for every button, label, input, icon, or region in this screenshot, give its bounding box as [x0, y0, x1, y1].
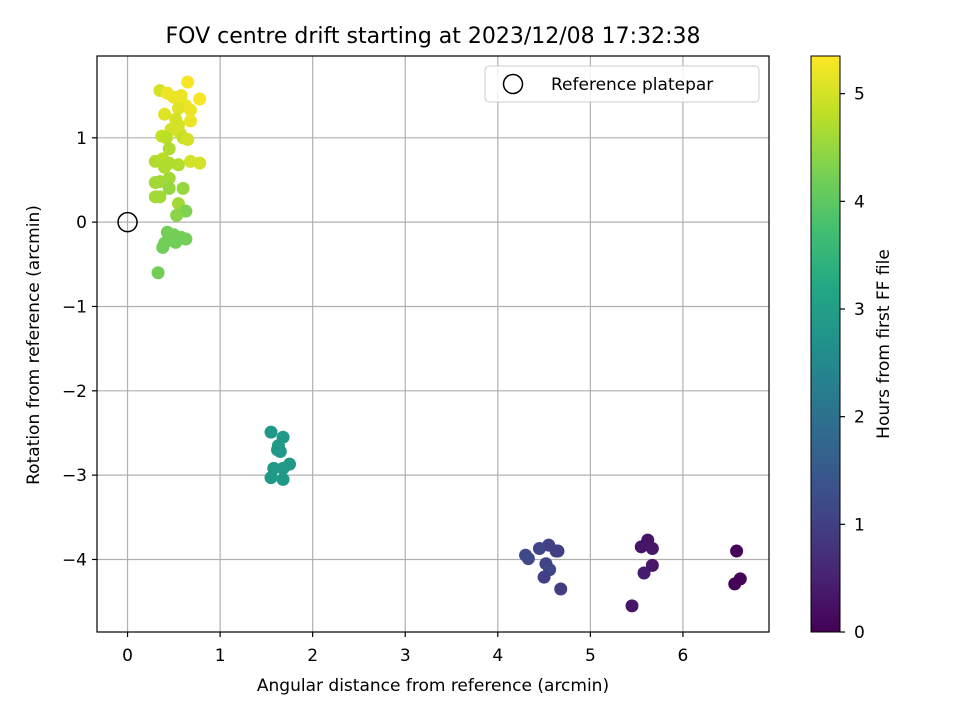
legend: Reference platepar [484, 65, 760, 103]
legend-box [484, 65, 760, 103]
legend-marker-icon [502, 73, 524, 95]
scatter-point [174, 89, 188, 103]
scatter-point [183, 114, 197, 128]
scatter-point [645, 558, 659, 572]
scatter-point [151, 266, 165, 280]
scatter-point [273, 445, 287, 459]
scatter-point [176, 181, 190, 195]
scatter-point [179, 232, 193, 246]
colorbar-label: Hours from first FF file [874, 249, 894, 439]
scatter-point [193, 156, 207, 170]
x-tick-label: 2 [307, 646, 318, 666]
scatter-point [148, 154, 162, 168]
colorbar-tick-label: 5 [854, 85, 865, 105]
x-tick-label: 1 [215, 646, 226, 666]
axes-frame [96, 55, 770, 633]
scatter-point [276, 461, 290, 475]
y-tick-label: 1 [76, 129, 87, 149]
scatter-point [634, 540, 648, 554]
scatter-point [537, 570, 551, 584]
colorbar-gradient [810, 55, 841, 633]
chart-title: FOV centre drift starting at 2023/12/08 … [166, 24, 701, 49]
colorbar-tick-label: 2 [854, 408, 865, 428]
scatter-point [728, 577, 742, 591]
colorbar-tick-label: 0 [854, 623, 865, 643]
scatter-point [162, 142, 176, 156]
scatter-point [637, 566, 651, 580]
scatter-point [156, 240, 170, 254]
scatter-point [551, 544, 565, 558]
y-tick-label: 0 [76, 213, 87, 233]
scatter-point [276, 472, 290, 486]
y-ticks: −4 −3 −2 −1 0 1 [62, 129, 97, 570]
y-tick-label: −4 [62, 550, 87, 570]
scatter-point [181, 75, 195, 89]
scatter-point [170, 208, 184, 222]
scatter-point [158, 107, 172, 121]
y-tick-label: −2 [62, 382, 87, 402]
x-tick-label: 4 [492, 646, 503, 666]
colorbar-tick-label: 1 [854, 515, 865, 535]
x-tick-label: 3 [400, 646, 411, 666]
scatter-point [159, 131, 173, 145]
scatter-point [625, 599, 639, 613]
x-axis-label: Angular distance from reference (arcmin) [257, 676, 609, 696]
scatter-point [193, 92, 207, 106]
scatter-point [171, 158, 185, 172]
colorbar-ticks: 0 1 2 3 4 5 [840, 85, 865, 643]
scatter-point [153, 190, 167, 204]
y-axis-label: Rotation from reference (arcmin) [24, 205, 44, 485]
colorbar: 0 1 2 3 4 5 Hours from first FF file [810, 55, 894, 643]
y-tick-label: −3 [62, 466, 87, 486]
data-points [117, 75, 747, 613]
scatter-point [183, 103, 197, 117]
scatter-point [181, 132, 195, 146]
x-ticks: 0 1 2 3 4 5 6 [122, 632, 688, 666]
x-tick-label: 6 [678, 646, 689, 666]
scatter-point [264, 471, 278, 485]
x-tick-label: 5 [585, 646, 596, 666]
scatter-point [264, 425, 278, 439]
scatter-point [645, 542, 659, 556]
colorbar-tick-label: 3 [854, 300, 865, 320]
y-tick-label: −1 [62, 297, 87, 317]
scatter-point [521, 552, 535, 566]
axes-border [96, 55, 770, 633]
x-tick-label: 0 [122, 646, 133, 666]
legend-label: Reference platepar [551, 75, 713, 95]
scatter-point [158, 160, 172, 174]
colorbar-tick-label: 4 [854, 192, 865, 212]
scatter-point [153, 175, 167, 189]
scatter-point [171, 101, 185, 115]
scatter-point [730, 544, 744, 558]
scatter-point [162, 181, 176, 195]
scatter-point [554, 582, 568, 596]
grid [97, 56, 769, 632]
reference-platepar-marker [117, 211, 138, 233]
scatter-point [169, 235, 183, 249]
